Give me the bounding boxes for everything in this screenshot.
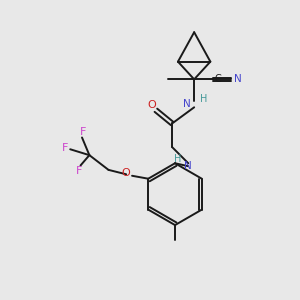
- Text: N: N: [234, 74, 242, 84]
- Text: F: F: [76, 166, 82, 176]
- Text: N: N: [183, 99, 190, 110]
- Text: N: N: [184, 160, 192, 171]
- Text: H: H: [174, 154, 182, 164]
- Text: H: H: [200, 94, 207, 104]
- Text: F: F: [80, 127, 86, 137]
- Text: O: O: [147, 100, 156, 110]
- Text: C: C: [214, 74, 221, 84]
- Text: F: F: [62, 143, 68, 153]
- Text: O: O: [122, 168, 130, 178]
